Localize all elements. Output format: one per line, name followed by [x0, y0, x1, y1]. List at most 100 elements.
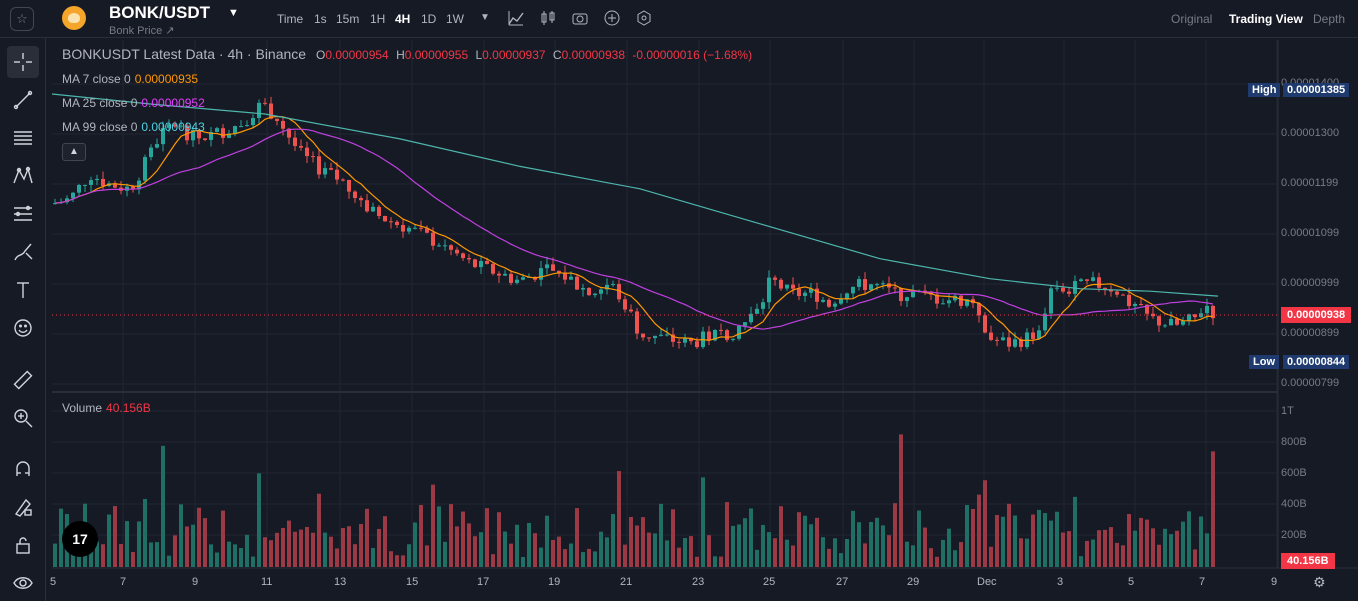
candle-body: [215, 128, 219, 132]
volume-bar: [1019, 538, 1023, 567]
trend-line-icon[interactable]: [7, 84, 39, 116]
ma99-legend[interactable]: MA 99 close 0 0.00000943: [62, 120, 205, 134]
tf-1w[interactable]: 1W: [446, 12, 464, 26]
volume-bar: [599, 531, 603, 567]
tf-1d[interactable]: 1D: [421, 12, 437, 26]
candle-body: [617, 284, 621, 300]
view-original[interactable]: Original: [1171, 12, 1213, 26]
gear-icon[interactable]: ⚙: [1313, 574, 1326, 590]
volume-bar: [161, 445, 165, 567]
view-trading-view[interactable]: Trading View: [1229, 12, 1303, 26]
date-tick: 29: [907, 576, 920, 588]
eye-icon[interactable]: [7, 567, 39, 599]
star-icon[interactable]: ☆: [10, 7, 34, 31]
projection-icon[interactable]: [7, 198, 39, 230]
candle-body: [263, 102, 267, 104]
volume-bar: [629, 516, 633, 567]
candle-body: [167, 124, 171, 128]
volume-bar: [1199, 516, 1203, 567]
camera-icon[interactable]: [572, 10, 588, 26]
volume-bar: [875, 517, 879, 567]
tf-4h[interactable]: 4H: [395, 12, 411, 26]
lock-draw-icon[interactable]: [7, 491, 39, 523]
emoji-icon[interactable]: [7, 312, 39, 344]
candle-body: [1139, 304, 1143, 306]
candle-body: [383, 216, 387, 222]
candle-body: [317, 156, 321, 175]
more-timeframes-icon[interactable]: ▼: [480, 12, 490, 23]
price-chart[interactable]: [46, 38, 1358, 601]
volume-bar: [719, 556, 723, 567]
volume-bar: [197, 507, 201, 567]
volume-tick: 1T: [1281, 405, 1294, 417]
symbol-subtitle[interactable]: Bonk Price ↗: [109, 25, 175, 37]
volume-bar: [377, 528, 381, 567]
volume-bar: [1163, 528, 1167, 567]
volume-bar: [167, 555, 171, 567]
volume-bar: [497, 512, 501, 567]
volume-bar: [611, 514, 615, 567]
volume-bar: [317, 493, 321, 567]
volume-bar: [725, 502, 729, 567]
volume-bar: [761, 524, 765, 567]
volume-bar: [275, 532, 279, 567]
settings-hex-icon[interactable]: [636, 10, 652, 26]
ma7-legend[interactable]: MA 7 close 0 0.00000935: [62, 72, 199, 86]
candle-body: [629, 309, 633, 312]
view-depth[interactable]: Depth: [1313, 12, 1346, 26]
date-tick: 9: [1271, 576, 1278, 588]
volume-bar: [407, 544, 411, 567]
text-icon[interactable]: [7, 274, 39, 306]
tradingview-logo[interactable]: 17: [62, 521, 98, 557]
candle-body: [371, 206, 375, 212]
price-tick: 0.00000799: [1281, 377, 1340, 389]
pattern-icon[interactable]: [7, 160, 39, 192]
candle-body: [497, 273, 501, 276]
candle-body: [143, 157, 147, 181]
tf-time[interactable]: Time: [277, 12, 304, 26]
candle-body: [893, 287, 897, 289]
candle-body: [287, 128, 291, 138]
candle-body: [773, 277, 777, 280]
ma25-legend[interactable]: MA 25 close 0 0.00000952: [62, 96, 205, 110]
symbol-title[interactable]: BONK/USDT: [109, 3, 211, 22]
volume-bar: [1097, 530, 1101, 567]
candle-body: [65, 198, 69, 203]
date-tick: 13: [334, 576, 347, 588]
candle-body: [1193, 314, 1197, 318]
zoom-in-icon[interactable]: [7, 402, 39, 434]
volume-bar: [785, 539, 789, 567]
tf-1h[interactable]: 1H: [370, 12, 386, 26]
tf-15m[interactable]: 15m: [336, 12, 360, 26]
volume-bar: [1073, 496, 1077, 567]
lock-icon[interactable]: [7, 529, 39, 561]
candle-body: [833, 303, 837, 307]
candle-body: [389, 221, 393, 223]
candle-body: [749, 313, 753, 323]
crosshair-icon[interactable]: [7, 46, 39, 78]
candle-body: [1007, 337, 1011, 347]
candle-body: [599, 289, 603, 294]
candles-icon[interactable]: [540, 10, 556, 26]
candle-body: [179, 125, 183, 127]
volume-bar: [287, 520, 291, 567]
ruler-icon[interactable]: [7, 364, 39, 396]
volume-bar: [983, 480, 987, 567]
candle-body: [1157, 316, 1161, 326]
date-tick: 3: [1057, 576, 1064, 588]
add-icon[interactable]: [604, 10, 620, 26]
volume-bar: [887, 535, 891, 567]
brush-icon[interactable]: [7, 236, 39, 268]
candle-body: [251, 117, 255, 126]
fib-icon[interactable]: [7, 122, 39, 154]
symbol-dropdown-icon[interactable]: ▼: [228, 7, 239, 19]
tf-1s[interactable]: 1s: [314, 12, 327, 26]
volume-bar: [59, 508, 63, 567]
magnet-icon[interactable]: [7, 453, 39, 485]
collapse-legend-icon[interactable]: ▲: [62, 143, 86, 161]
volume-bar: [851, 510, 855, 567]
candle-body: [185, 125, 189, 141]
volume-bar: [551, 539, 555, 567]
indicators-icon[interactable]: [508, 10, 524, 26]
volume-bar: [659, 503, 663, 567]
